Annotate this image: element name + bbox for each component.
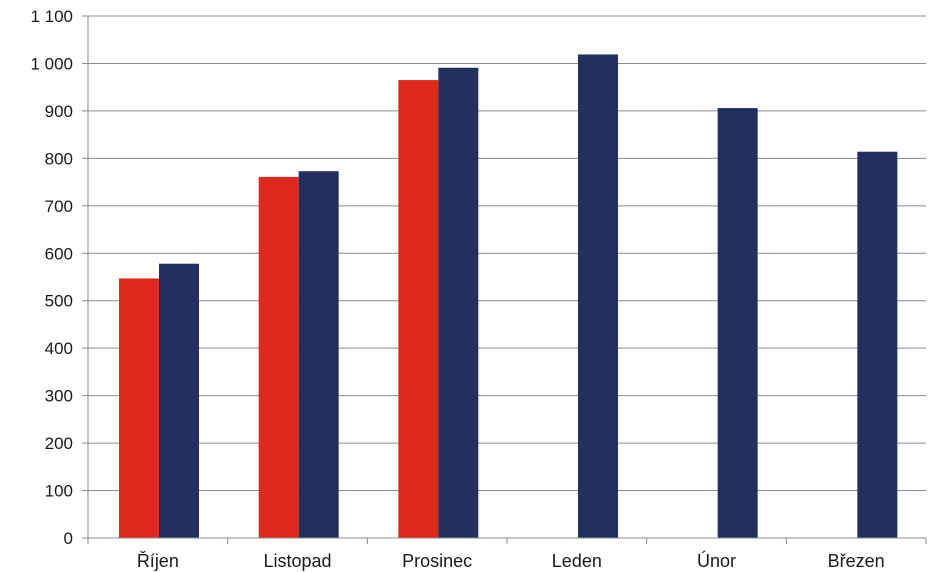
bar	[159, 263, 199, 538]
y-tick-label: 900	[45, 102, 73, 121]
bar	[578, 54, 618, 539]
x-tick-label: Listopad	[263, 551, 331, 571]
y-tick-label: 1 000	[30, 54, 73, 73]
bars	[119, 54, 898, 539]
x-tick-label: Březen	[828, 551, 885, 571]
bar	[258, 176, 299, 538]
y-tick-label: 0	[64, 529, 73, 548]
y-tick-label: 300	[45, 387, 73, 406]
grid-lines	[88, 15, 926, 492]
y-tick-label: 400	[45, 339, 73, 358]
y-tick-label: 100	[45, 482, 73, 501]
bar	[438, 67, 479, 538]
y-tick-label: 500	[45, 292, 73, 311]
x-axis-labels: Říjen Listopad Prosinec Leden Únor Březen	[137, 550, 885, 571]
bar	[717, 108, 758, 538]
x-tick-label: Prosinec	[402, 551, 472, 571]
y-tick-label: 600	[45, 244, 73, 263]
y-tick-label: 200	[45, 434, 73, 453]
bar	[857, 151, 898, 538]
y-tick-label: 800	[45, 149, 73, 168]
y-tick-label: 1 100	[30, 7, 73, 26]
y-tick-label: 700	[45, 197, 73, 216]
bar	[298, 171, 339, 538]
x-tick-label: Říjen	[137, 551, 179, 571]
y-axis-ticks: 0 100 200 300 400 500 600 700 800 900 1 000 1 100	[30, 7, 88, 548]
axes	[87, 16, 927, 544]
bar	[398, 80, 439, 539]
x-tick-label: Leden	[552, 551, 602, 571]
bar	[119, 278, 159, 538]
x-tick-label: Únor	[697, 550, 736, 571]
